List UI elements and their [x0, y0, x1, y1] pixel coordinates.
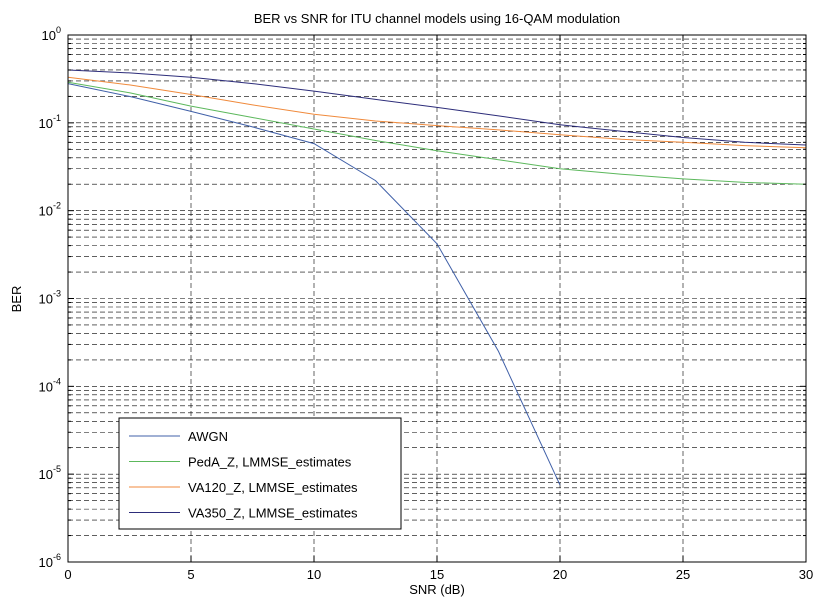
legend-label: PedA_Z, LMMSE_estimates [188, 455, 352, 470]
y-tick-label: 10-1 [39, 113, 61, 131]
x-tick-label: 30 [799, 567, 813, 582]
x-tick-label: 25 [676, 567, 690, 582]
series-line-awgn [67, 83, 561, 486]
y-tick-label: 10-3 [39, 289, 61, 307]
x-axis-label: SNR (dB) [409, 582, 465, 597]
y-tick-label: 10-5 [39, 464, 61, 482]
series-line-va120-z [67, 76, 807, 149]
x-tick-label: 10 [307, 567, 321, 582]
y-tick-label: 10-6 [39, 552, 61, 570]
series-lines [67, 69, 807, 486]
legend: AWGN PedA_Z, LMMSE_estimates VA120_Z, LMMS… [118, 417, 402, 530]
series-line-peda-z [67, 81, 807, 185]
legend-label: AWGN [188, 429, 228, 444]
x-tick-label: 15 [430, 567, 444, 582]
legend-label: VA350_Z, LMMSE_estimates [188, 506, 358, 521]
y-tick-label: 10-4 [39, 376, 61, 394]
axis-ticks: 0 5 10 15 20 25 30 10-6 10-5 10-4 10-3 10-2 10-1 100 [39, 25, 814, 582]
chart-title: BER vs SNR for ITU channel models using … [254, 11, 620, 26]
x-tick-label: 5 [187, 567, 194, 582]
x-tick-label: 0 [64, 567, 71, 582]
y-tick-label: 10-2 [39, 201, 61, 219]
y-axis-label: BER [9, 286, 24, 313]
grid [68, 35, 806, 562]
x-tick-label: 20 [553, 567, 567, 582]
series-line-va350-z [67, 69, 807, 146]
legend-label: VA120_Z, LMMSE_estimates [188, 480, 358, 495]
y-tick-label: 100 [42, 25, 61, 43]
